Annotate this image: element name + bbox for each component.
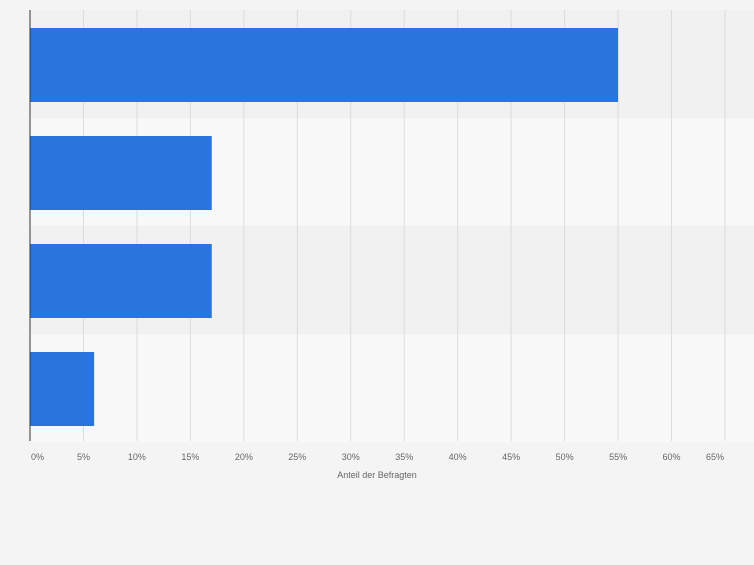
tick-label: 30% bbox=[342, 452, 360, 462]
x-axis-label: Anteil der Befragten bbox=[337, 470, 417, 480]
tick-label: 0% bbox=[31, 452, 44, 462]
bars bbox=[30, 28, 619, 426]
tick-label: 45% bbox=[502, 452, 520, 462]
bar bbox=[30, 244, 212, 318]
tick-label: 40% bbox=[449, 452, 467, 462]
bar bbox=[30, 28, 619, 102]
tick-label: 65% bbox=[706, 452, 724, 462]
tick-label: 20% bbox=[235, 452, 253, 462]
row-band bbox=[30, 334, 754, 442]
tick-label: 55% bbox=[609, 452, 627, 462]
x-axis-ticks: 0% 5% 10% 15% 20% 25% 30% 35% 40% 45% 50% 55% 60% 65% bbox=[31, 452, 724, 462]
tick-label: 25% bbox=[288, 452, 306, 462]
tick-label: 60% bbox=[663, 452, 681, 462]
bar bbox=[30, 352, 95, 426]
bar bbox=[30, 136, 212, 210]
tick-label: 5% bbox=[77, 452, 90, 462]
tick-label: 50% bbox=[556, 452, 574, 462]
tick-label: 35% bbox=[395, 452, 413, 462]
tick-label: 15% bbox=[181, 452, 199, 462]
tick-label: 10% bbox=[128, 452, 146, 462]
